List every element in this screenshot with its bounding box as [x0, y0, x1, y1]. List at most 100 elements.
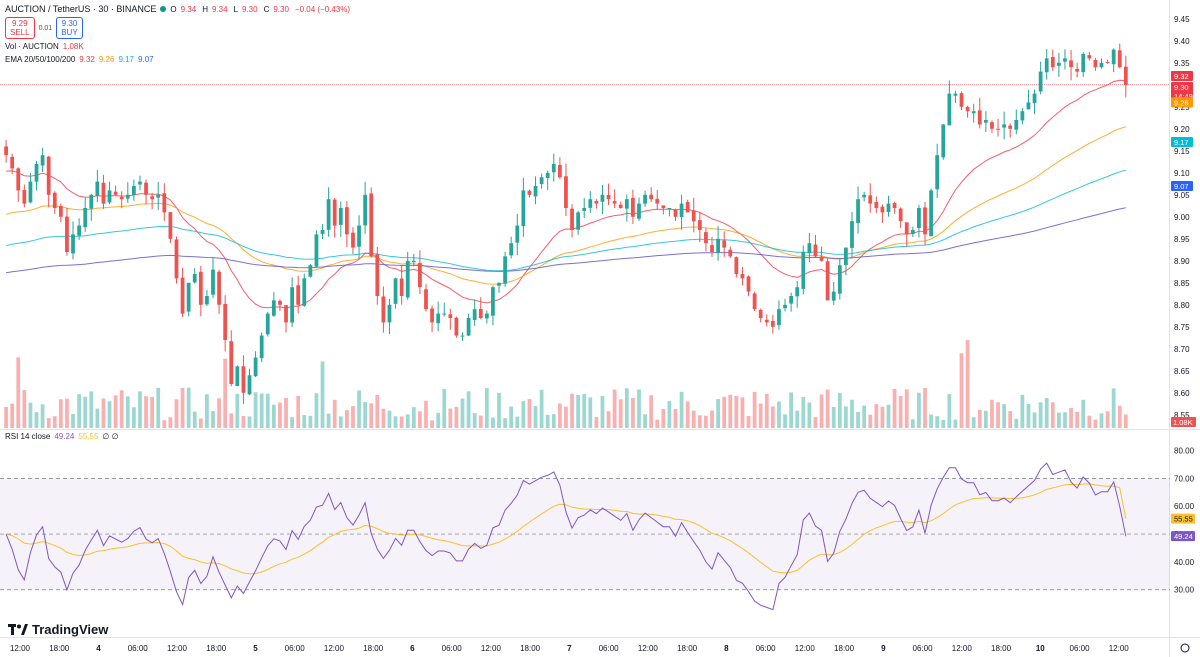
symbol-legend: AUCTION / TetherUS · 30 · BINANCE O 9.34 …: [5, 4, 350, 14]
volume-bar: [697, 415, 702, 428]
rsi-tick-label: 60.00: [1174, 502, 1195, 511]
candle-body: [271, 300, 276, 316]
price-badge: [1171, 181, 1193, 191]
candle-body: [308, 265, 313, 277]
candle-body: [917, 208, 921, 229]
candle-body: [40, 155, 45, 166]
candle-body: [144, 182, 148, 195]
volume-bar: [119, 390, 124, 428]
volume-bar: [265, 393, 270, 428]
candle-body: [880, 206, 885, 213]
sell-button[interactable]: 9.29 SELL: [5, 17, 35, 39]
volume-bar: [46, 418, 51, 428]
volume-bar: [728, 394, 733, 428]
candle-body: [357, 225, 361, 247]
candle-body: [856, 199, 860, 224]
candle-body: [344, 207, 349, 235]
volume-bar: [1008, 411, 1013, 428]
volume-bar: [850, 399, 854, 428]
candle-body: [710, 245, 714, 252]
volume-bar: [131, 407, 136, 428]
candle-body: [156, 194, 161, 198]
rsi-legend[interactable]: RSI 14 close 49.24 55.55 ∅ ∅: [5, 432, 119, 441]
volume-bar: [296, 396, 301, 428]
time-axis-label: 18:00: [206, 644, 227, 653]
volume-bar: [205, 394, 209, 428]
candle-body: [959, 93, 964, 107]
candle-body: [1075, 68, 1080, 72]
candle-body: [296, 285, 301, 305]
candle-body: [58, 205, 63, 217]
volume-bar: [758, 403, 763, 428]
volume-bar: [211, 411, 215, 428]
volume-bar: [217, 398, 221, 428]
price-badge-label: 9.32: [1174, 72, 1189, 81]
volume-bar: [326, 413, 331, 428]
volume-bar: [898, 396, 903, 428]
candle-body: [1044, 58, 1049, 73]
price-tick-label: 8.90: [1174, 257, 1190, 266]
volume-bar: [996, 402, 1000, 428]
volume-legend[interactable]: Vol · AUCTION 1.08K: [5, 42, 84, 51]
volume-bar: [953, 419, 958, 428]
volume-bar: [351, 406, 355, 428]
volume-bar: [1111, 388, 1116, 428]
time-axis-label: 6: [410, 644, 415, 653]
volume-bar: [1093, 419, 1098, 428]
price-tick-label: 8.80: [1174, 301, 1190, 310]
price-tick-label: 9.40: [1174, 37, 1190, 46]
volume-bar: [618, 399, 623, 428]
candle-body: [326, 199, 331, 230]
volume-bar: [874, 404, 879, 428]
volume-bar: [1014, 418, 1019, 428]
rsi-badge-label: 49.24: [1174, 532, 1193, 541]
volume-bar: [570, 393, 574, 428]
volume-bar: [235, 393, 240, 428]
candle-body: [89, 194, 94, 209]
symbol-title[interactable]: AUCTION / TetherUS · 30 · BINANCE: [5, 4, 157, 14]
buy-button[interactable]: 9.30 BUY: [56, 17, 83, 39]
candle-body: [71, 234, 75, 254]
candle-body: [564, 176, 568, 208]
candle-body: [10, 156, 15, 169]
volume-bar: [764, 393, 769, 428]
tradingview-logo[interactable]: TradingView: [8, 622, 108, 637]
candle-body: [545, 172, 550, 178]
volume-bar: [661, 408, 666, 428]
ohlc-close-label: C: [263, 4, 270, 14]
volume-bar: [77, 394, 81, 428]
volume-bar: [4, 406, 8, 428]
candle-body: [752, 293, 757, 310]
volume-bar: [649, 395, 654, 428]
candle-body: [46, 156, 51, 195]
ema20-value: 9.32: [79, 55, 95, 64]
volume-bar: [34, 412, 39, 428]
volume-bar: [198, 418, 203, 428]
spread-value: 0.01: [38, 24, 53, 32]
candle-body: [411, 260, 416, 263]
candle-body: [783, 304, 787, 309]
candle-body: [418, 262, 422, 288]
price-badge-label: 9.26: [1174, 98, 1189, 107]
volume-bar: [503, 418, 507, 428]
candle-body: [95, 181, 100, 196]
candle-body: [831, 291, 836, 301]
volume-bar: [411, 407, 416, 428]
candle-body: [977, 110, 982, 125]
ohlc-open: 9.34: [180, 4, 197, 14]
volume-badge-label: 1.08K: [1173, 418, 1193, 427]
volume-bar: [83, 396, 88, 428]
ohlc-low: 9.30: [242, 4, 258, 14]
time-axis-label: 06:00: [442, 644, 463, 653]
volume-bar: [369, 403, 374, 428]
ema200-value: 9.07: [138, 55, 154, 64]
volume-bar: [95, 408, 100, 428]
ema-legend[interactable]: EMA 20/50/100/200 9.32 9.26 9.17 9.07: [5, 55, 154, 64]
candle-body: [65, 216, 69, 252]
candle-body: [874, 201, 879, 208]
candle-body: [965, 106, 970, 112]
volume-bar: [1032, 412, 1037, 428]
candle-body: [1105, 61, 1110, 63]
candle-body: [393, 278, 398, 304]
